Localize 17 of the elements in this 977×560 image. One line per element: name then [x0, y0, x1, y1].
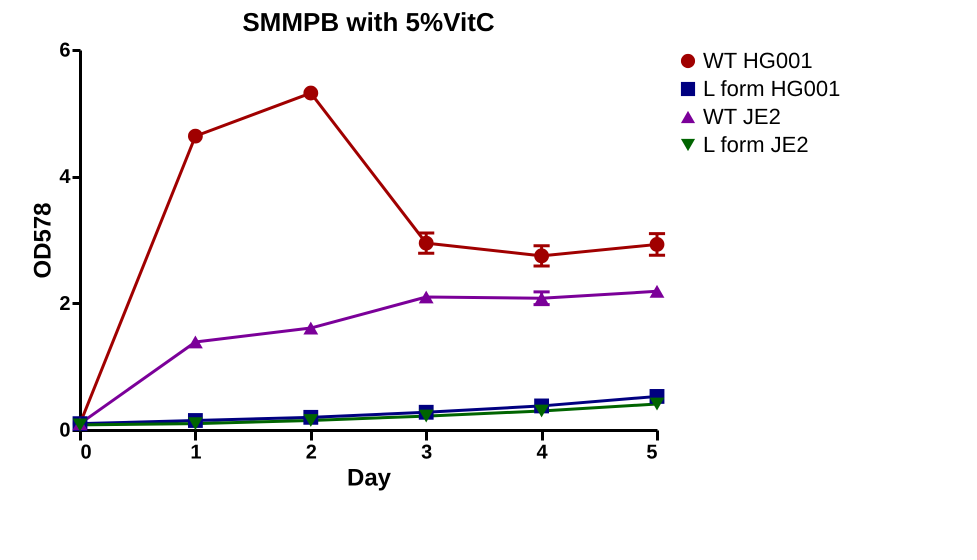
x-axis-title: Day — [346, 464, 392, 492]
x-tick-label: 1 — [190, 442, 202, 464]
legend-label: L form JE2 — [703, 132, 809, 157]
y-tick-label: 4 — [59, 166, 72, 188]
chart-title: SMMPB with 5%VitC — [242, 7, 495, 37]
y-tick-label: 6 — [59, 40, 70, 62]
y-tick-label: 0 — [59, 420, 70, 442]
legend-label: WT HG001 — [703, 48, 813, 73]
x-tick-label: 5 — [646, 442, 658, 464]
legend-label: WT JE2 — [703, 104, 781, 129]
y-tick-label: 2 — [59, 292, 70, 315]
y-axis-title: OD578 — [29, 202, 56, 279]
x-tick-label: 2 — [306, 442, 317, 464]
legend-label: L form HG001 — [703, 76, 840, 101]
x-tick-label: 0 — [80, 442, 92, 464]
x-tick-label: 3 — [421, 442, 432, 464]
x-tick-label: 4 — [536, 442, 549, 464]
